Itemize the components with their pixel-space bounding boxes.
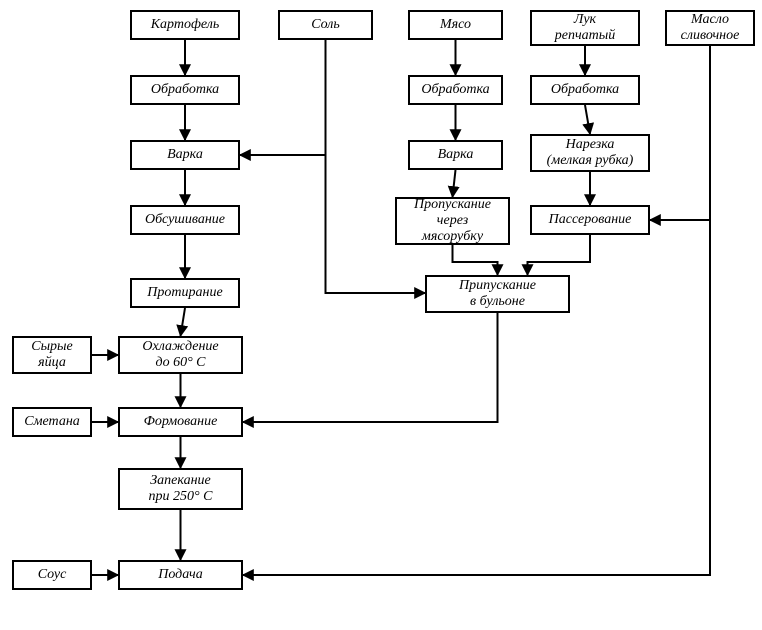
node-meat: Мясо (408, 10, 503, 40)
node-label: Обработка (551, 82, 619, 98)
node-label: Сырые яйца (31, 339, 73, 371)
node-meat_boil: Варка (408, 140, 503, 170)
node-meat_proc: Обработка (408, 75, 503, 105)
node-label: Лук репчатый (555, 12, 615, 44)
node-label: Нарезка (мелкая рубка) (547, 137, 634, 169)
node-potato_dry: Обсушивание (130, 205, 240, 235)
node-bake: Запекание при 250° С (118, 468, 243, 510)
flowchart-canvas: Картофель Соль Мясо Лук репчатый Масло сливо… (0, 0, 762, 630)
node-onion_saute: Пассерование (530, 205, 650, 235)
node-label: Обсушивание (145, 212, 225, 228)
node-label: Варка (167, 147, 203, 163)
node-label: Подача (158, 567, 203, 583)
node-label: Пассерование (549, 212, 632, 228)
node-butter: Масло сливочное (665, 10, 755, 46)
node-sauce: Соус (12, 560, 92, 590)
node-label: Варка (438, 147, 474, 163)
node-label: Пропускание через мясорубку (414, 197, 491, 245)
node-cream: Сметана (12, 407, 92, 437)
flowchart-edges (0, 0, 762, 630)
node-label: Охлаждение до 60° С (142, 339, 218, 371)
node-potato_mash: Протирание (130, 278, 240, 308)
node-simmer: Припускание в бульоне (425, 275, 570, 313)
node-serve: Подача (118, 560, 243, 590)
node-label: Соус (38, 567, 67, 583)
node-label: Обработка (151, 82, 219, 98)
node-potato_proc: Обработка (130, 75, 240, 105)
node-onion_proc: Обработка (530, 75, 640, 105)
node-potato_boil: Варка (130, 140, 240, 170)
node-cool: Охлаждение до 60° С (118, 336, 243, 374)
node-meat_mince: Пропускание через мясорубку (395, 197, 510, 245)
node-onion: Лук репчатый (530, 10, 640, 46)
node-label: Обработка (421, 82, 489, 98)
node-label: Припускание в бульоне (459, 278, 536, 310)
node-label: Протирание (147, 285, 222, 301)
node-potato: Картофель (130, 10, 240, 40)
node-label: Масло сливочное (681, 12, 740, 44)
node-label: Соль (311, 17, 340, 33)
node-onion_cut: Нарезка (мелкая рубка) (530, 134, 650, 172)
node-salt: Соль (278, 10, 373, 40)
node-label: Картофель (151, 17, 220, 33)
node-label: Запекание при 250° С (149, 473, 213, 505)
node-label: Формование (144, 414, 218, 430)
node-form: Формование (118, 407, 243, 437)
node-eggs: Сырые яйца (12, 336, 92, 374)
node-label: Сметана (24, 414, 80, 430)
node-label: Мясо (440, 17, 471, 33)
